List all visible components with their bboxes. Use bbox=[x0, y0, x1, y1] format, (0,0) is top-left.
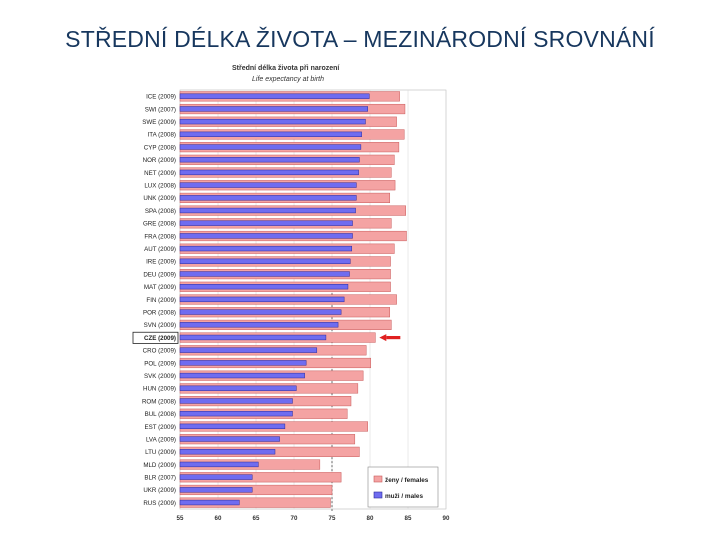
bar-males bbox=[179, 322, 339, 328]
x-tick-label: 60 bbox=[215, 515, 222, 522]
bar-males bbox=[179, 347, 318, 353]
category-label: POR (2008) bbox=[143, 309, 176, 316]
legend-box bbox=[367, 466, 439, 508]
category-label: LVA (2009) bbox=[146, 436, 176, 443]
bar-males bbox=[179, 284, 349, 290]
highlight-arrow-shaft bbox=[386, 335, 401, 340]
bar-males bbox=[179, 106, 368, 112]
category-label: FIN (2009) bbox=[146, 297, 176, 304]
bar-males bbox=[179, 372, 305, 379]
highlight-box bbox=[132, 331, 179, 344]
category-label: SWI (2007) bbox=[145, 106, 176, 113]
legend-swatch-males bbox=[373, 491, 383, 499]
category-label: IRE (2009) bbox=[146, 259, 176, 266]
x-tick-label: 65 bbox=[253, 515, 260, 522]
bar-males bbox=[179, 360, 307, 366]
category-label: GRE (2008) bbox=[143, 221, 176, 228]
bar-males bbox=[179, 118, 366, 125]
category-label: BLR (2007) bbox=[144, 475, 176, 482]
chart-subtitle: Life expectancy at birth bbox=[252, 76, 324, 83]
legend-label-males: muži / males bbox=[385, 493, 423, 500]
category-label: EST (2009) bbox=[144, 424, 176, 431]
bar-males bbox=[179, 233, 353, 239]
bar-males bbox=[179, 195, 357, 201]
bar-males bbox=[179, 385, 297, 391]
x-tick-label: 80 bbox=[367, 515, 374, 522]
category-label: CZE (2009) bbox=[144, 335, 176, 342]
bar-males bbox=[179, 258, 351, 264]
category-label: UNK (2009) bbox=[143, 195, 176, 202]
x-tick-label: 75 bbox=[329, 515, 336, 522]
chart-title: Střední délka života při narození bbox=[232, 65, 340, 72]
category-label: AUT (2009) bbox=[144, 246, 176, 253]
category-label: POL (2009) bbox=[144, 360, 176, 367]
bar-males bbox=[179, 245, 353, 252]
bar-males bbox=[179, 449, 276, 455]
chart-bars bbox=[179, 91, 407, 508]
chart-x-axis: 55 60 65 70 75 80 85 90 bbox=[177, 515, 450, 522]
chart-canvas: Střední délka života při narození Life e… bbox=[132, 65, 450, 522]
legend-label-females: ženy / females bbox=[385, 477, 429, 484]
bar-males bbox=[179, 436, 280, 442]
category-label: MLD (2009) bbox=[143, 462, 176, 469]
category-label: SWE (2009) bbox=[142, 119, 176, 126]
category-label: SVK (2009) bbox=[144, 373, 176, 380]
category-label: CYP (2008) bbox=[144, 144, 176, 151]
bar-males bbox=[179, 474, 253, 480]
bar-males bbox=[179, 182, 357, 188]
bar-males bbox=[179, 296, 345, 303]
bar-males bbox=[179, 271, 350, 277]
category-label: ICE (2009) bbox=[146, 94, 176, 101]
category-label: DEU (2009) bbox=[143, 271, 176, 278]
category-label: HUN (2009) bbox=[143, 386, 176, 393]
chart-category-labels: ICE (2009) SWI (2007) SWE (2009) ITA (2008)… bbox=[132, 94, 179, 507]
life-expectancy-chart: Střední délka života při narození Life e… bbox=[130, 58, 450, 525]
x-tick-label: 90 bbox=[443, 515, 450, 522]
bar-males bbox=[179, 220, 353, 226]
bar-males bbox=[179, 487, 253, 493]
category-label: FRA (2008) bbox=[144, 233, 176, 240]
chart-legend: ženy / females muži / males bbox=[367, 466, 439, 508]
bar-males bbox=[179, 398, 293, 404]
bar-males bbox=[179, 144, 362, 150]
category-label: NOR (2009) bbox=[143, 157, 176, 164]
category-label: ROM (2008) bbox=[142, 398, 176, 405]
category-label: BUL (2008) bbox=[145, 411, 176, 418]
category-label: UKR (2009) bbox=[143, 487, 176, 494]
bar-males bbox=[179, 423, 286, 430]
bar-males bbox=[179, 207, 356, 214]
category-label: LTU (2009) bbox=[145, 449, 176, 456]
category-label: LUX (2008) bbox=[144, 183, 176, 190]
bar-males bbox=[179, 169, 359, 176]
bar-males bbox=[179, 410, 293, 417]
bar-males bbox=[179, 309, 342, 315]
bar-males bbox=[179, 93, 370, 99]
category-label: MAT (2009) bbox=[144, 284, 176, 291]
category-label: CRO (2009) bbox=[143, 348, 176, 355]
category-label: SVN (2009) bbox=[144, 322, 176, 329]
legend-swatch-females bbox=[373, 475, 383, 483]
bar-males bbox=[179, 131, 362, 137]
category-label: RUS (2009) bbox=[143, 500, 176, 507]
x-tick-label: 70 bbox=[291, 515, 298, 522]
category-label: ITA (2008) bbox=[148, 132, 176, 139]
bar-males bbox=[179, 334, 327, 341]
slide-title: STŘEDNÍ DÉLKA ŽIVOTA – MEZINÁRODNÍ SROVN… bbox=[65, 26, 655, 52]
category-label: NET (2009) bbox=[144, 170, 176, 177]
highlight-arrow-head bbox=[379, 334, 387, 342]
bar-males bbox=[179, 461, 259, 468]
x-tick-label: 55 bbox=[177, 515, 184, 522]
bar-males bbox=[179, 499, 240, 506]
bar-males bbox=[179, 157, 360, 163]
x-tick-label: 85 bbox=[405, 515, 412, 522]
category-label: SPA (2008) bbox=[145, 208, 176, 215]
